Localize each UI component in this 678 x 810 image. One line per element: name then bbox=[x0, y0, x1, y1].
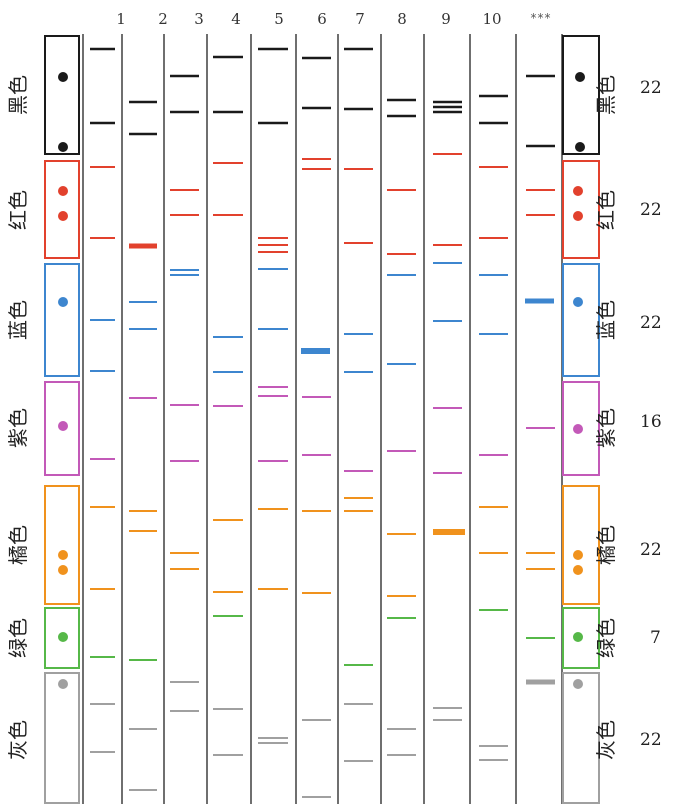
group-count-gray: 22 bbox=[640, 730, 662, 750]
legend-dot-purple bbox=[58, 421, 68, 431]
group-count-green: 7 bbox=[650, 628, 661, 648]
lane-number-8: 8 bbox=[397, 10, 407, 28]
lane-number-9: 9 bbox=[441, 10, 451, 28]
group-label-gray-right: 灰色 bbox=[594, 720, 618, 760]
group-label-red-right: 红色 bbox=[594, 190, 618, 230]
lane-number-6: 6 bbox=[317, 10, 327, 28]
group-count-black: 22 bbox=[640, 78, 662, 98]
group-label-orange-left: 橘色 bbox=[6, 525, 30, 565]
legend-box-red-left bbox=[44, 160, 80, 259]
group-label-blue-right: 蓝色 bbox=[594, 300, 618, 340]
legend-box-blue-right bbox=[562, 263, 600, 377]
lane-number-2: 2 bbox=[158, 10, 168, 28]
group-label-purple-right: 紫色 bbox=[594, 408, 618, 448]
legend-dot-green bbox=[573, 632, 583, 642]
group-count-orange: 22 bbox=[640, 540, 662, 560]
legend-dot-gray bbox=[573, 679, 583, 689]
legend-dot-green bbox=[58, 632, 68, 642]
lane-number-3: 3 bbox=[194, 10, 204, 28]
group-label-black-left: 黑色 bbox=[6, 75, 30, 115]
legend-dot-black bbox=[58, 142, 68, 152]
right-legend-dots bbox=[573, 72, 585, 689]
legend-dot-black bbox=[575, 72, 585, 82]
legend-dot-red bbox=[58, 211, 68, 221]
lane-number-1: 1 bbox=[116, 10, 126, 28]
lane-number-5: 5 bbox=[274, 10, 284, 28]
group-label-orange-right: 橘色 bbox=[594, 525, 618, 565]
legend-dot-orange bbox=[58, 565, 68, 575]
legend-box-gray-right bbox=[562, 672, 600, 804]
lane-number-10: 10 bbox=[482, 10, 501, 28]
legend-box-green-left bbox=[44, 607, 80, 669]
legend-dot-black bbox=[575, 142, 585, 152]
group-count-blue: 22 bbox=[640, 313, 662, 333]
group-label-blue-left: 蓝色 bbox=[6, 300, 30, 340]
group-label-black-right: 黑色 bbox=[594, 75, 618, 115]
legend-dot-black bbox=[58, 72, 68, 82]
legend-box-black-left bbox=[44, 35, 80, 155]
legend-dot-blue bbox=[573, 297, 583, 307]
group-label-gray-left: 灰色 bbox=[6, 720, 30, 760]
group-count-purple: 16 bbox=[640, 412, 662, 432]
band-marks bbox=[90, 47, 555, 798]
left-legend bbox=[44, 35, 80, 804]
legend-box-blue-left bbox=[44, 263, 80, 377]
legend-box-gray-left bbox=[44, 672, 80, 804]
left-legend-dots bbox=[58, 72, 68, 689]
lane-number-4: 4 bbox=[231, 10, 241, 28]
legend-dot-purple bbox=[573, 424, 583, 434]
legend-dot-orange bbox=[573, 565, 583, 575]
legend-dot-orange bbox=[573, 550, 583, 560]
reference-lane-label: *** bbox=[531, 11, 552, 25]
lane-number-7: 7 bbox=[355, 10, 365, 28]
legend-dot-red bbox=[573, 211, 583, 221]
legend-dot-blue bbox=[58, 297, 68, 307]
group-label-red-left: 红色 bbox=[6, 190, 30, 230]
legend-dot-gray bbox=[58, 679, 68, 689]
legend-box-black-right bbox=[562, 35, 600, 155]
legend-box-orange-right bbox=[562, 485, 600, 605]
legend-box-orange-left bbox=[44, 485, 80, 605]
group-label-purple-left: 紫色 bbox=[6, 408, 30, 448]
lane-dividers bbox=[82, 34, 563, 804]
group-label-green-right: 绿色 bbox=[594, 618, 618, 658]
legend-dot-orange bbox=[58, 550, 68, 560]
legend-dot-red bbox=[58, 186, 68, 196]
legend-dot-red bbox=[573, 186, 583, 196]
legend-box-red-right bbox=[562, 160, 600, 259]
right-legend bbox=[562, 35, 600, 804]
group-count-red: 22 bbox=[640, 200, 662, 220]
group-label-green-left: 绿色 bbox=[6, 618, 30, 658]
